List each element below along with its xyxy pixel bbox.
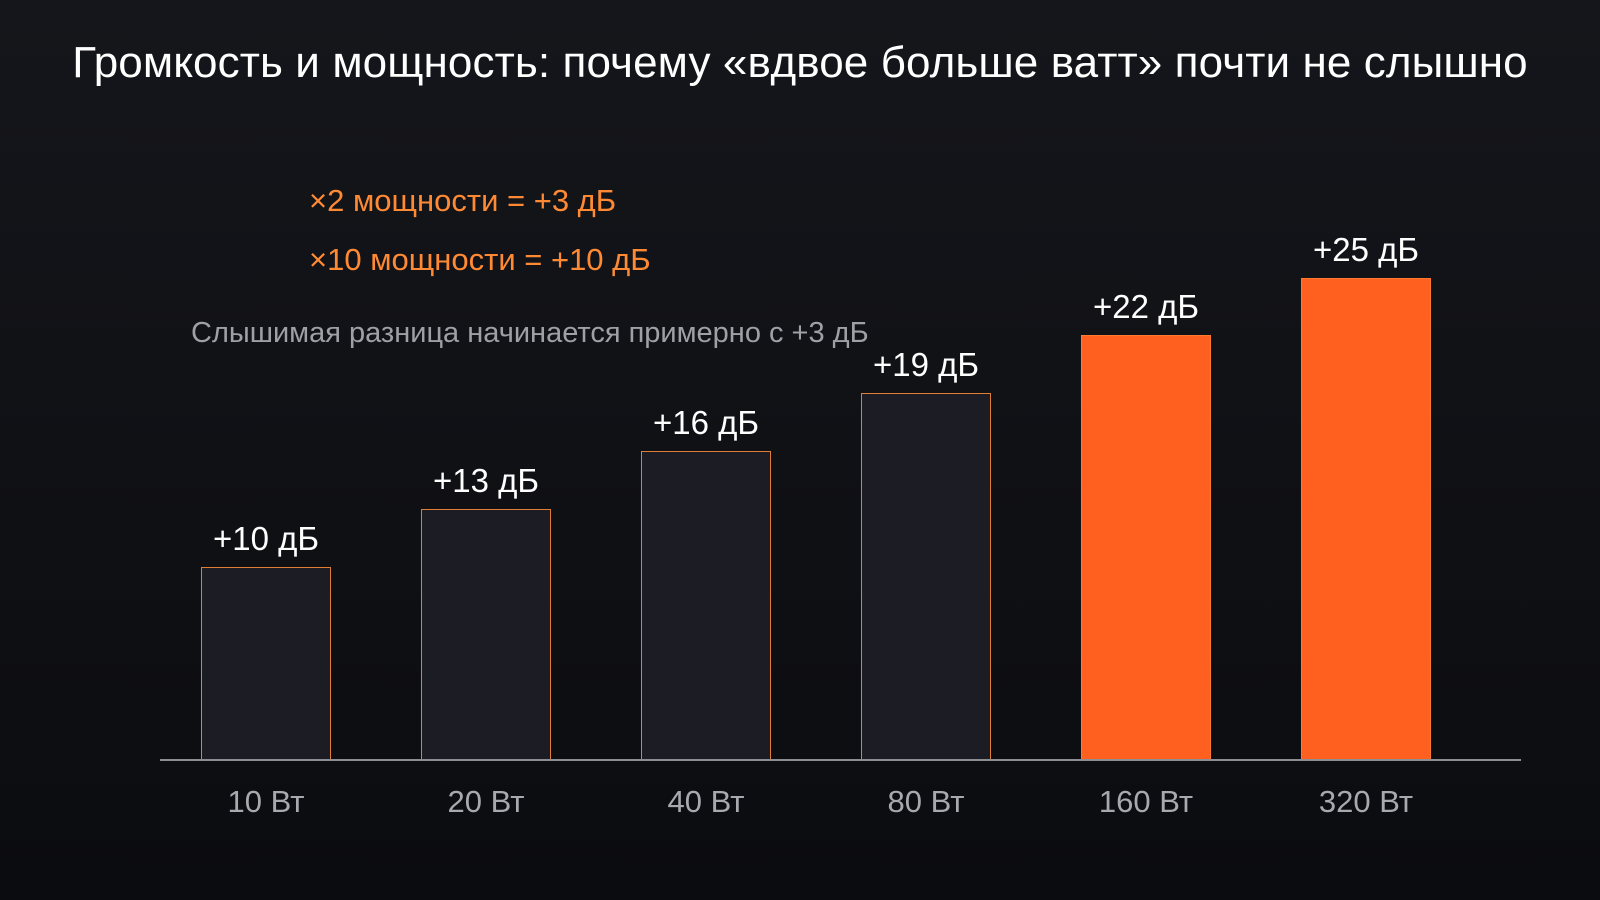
chart-title: Громкость и мощность: почему «вдвое боль… xyxy=(72,38,1528,87)
category-label-2: 20 Вт xyxy=(447,784,525,819)
bar-6 xyxy=(1301,277,1431,760)
value-label-5: +22 дБ xyxy=(1092,288,1200,326)
value-label-6: +25 дБ xyxy=(1312,230,1420,268)
value-label-2: +13 дБ xyxy=(432,462,540,500)
bar-1 xyxy=(201,567,331,760)
bar-3 xyxy=(641,451,771,760)
category-label-6: 320 Вт xyxy=(1318,784,1414,819)
annotation-tenfold-power: ×10 мощности = +10 дБ xyxy=(309,242,651,277)
bar-4 xyxy=(861,393,991,760)
category-label-3: 40 Вт xyxy=(667,784,745,819)
x-axis-baseline xyxy=(160,759,1521,761)
value-label-4: +19 дБ xyxy=(872,346,980,384)
annotation-audible-threshold: Слышимая разница начинается примерно с +… xyxy=(191,317,869,349)
category-label-1: 10 Вт xyxy=(227,784,305,819)
value-label-1: +10 дБ xyxy=(212,520,320,557)
value-label-3: +16 дБ xyxy=(652,404,760,442)
bar-5 xyxy=(1081,335,1211,760)
bar-2 xyxy=(421,509,551,760)
category-label-5: 160 Вт xyxy=(1098,784,1194,819)
category-label-4: 80 Вт xyxy=(887,784,965,819)
annotation-double-power: ×2 мощности = +3 дБ xyxy=(309,183,617,218)
